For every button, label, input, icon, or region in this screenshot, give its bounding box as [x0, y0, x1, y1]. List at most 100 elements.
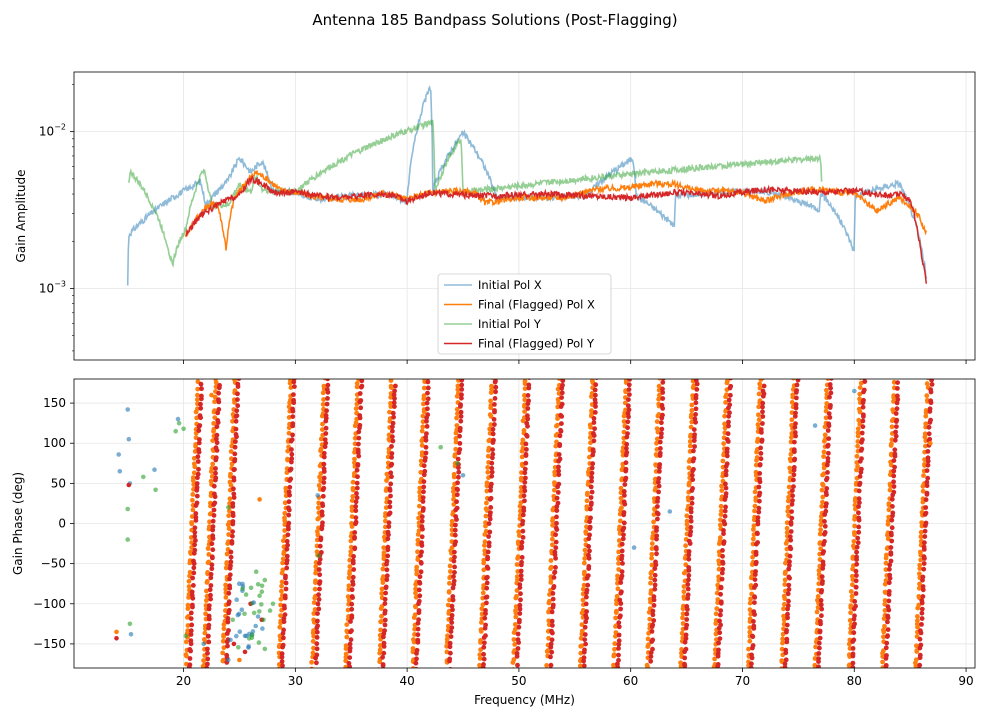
phase-point-final-pol-y: [352, 530, 358, 535]
phase-point-final-pol-y: [484, 594, 490, 600]
phase-point-final-pol-y: [517, 582, 523, 587]
phase-point-final-pol-y: [228, 549, 234, 555]
phase-point-final-pol-x: [515, 554, 521, 560]
phase-point-final-pol-y: [892, 451, 898, 457]
phase-point-final-pol-x: [552, 469, 558, 475]
phase-point-final-pol-y: [209, 562, 215, 568]
phase-point-final-pol-y: [896, 374, 901, 379]
phase-point-final-pol-y: [591, 420, 597, 425]
phase-point-final-pol-x: [746, 646, 751, 652]
phase-point-final-pol-y: [616, 638, 622, 644]
phase-point-final-pol-x: [350, 494, 356, 499]
phase-point-final-pol-y: [688, 509, 694, 515]
phase-point-final-pol-x: [679, 630, 685, 636]
phase-point-final-pol-x: [684, 526, 690, 532]
phase-point-final-pol-y: [425, 412, 431, 418]
phase-point-final-pol-y: [581, 655, 587, 661]
phase-point-final-pol-x: [719, 508, 724, 514]
phase-point-final-pol-y: [822, 523, 828, 529]
phase-point-final-pol-y: [857, 480, 863, 486]
phase-point-final-pol-y: [752, 600, 757, 605]
phase-point-final-pol-x: [681, 584, 687, 589]
phase-point-initial-pol-y: [125, 506, 130, 512]
phase-point-final-pol-y: [354, 485, 360, 491]
phase-point-final-pol-x: [451, 485, 456, 491]
phase-point-final-pol-x: [412, 612, 418, 618]
phase-point-final-pol-y: [850, 646, 856, 651]
phase-point-final-pol-x: [417, 489, 422, 495]
phase-point-final-pol-y: [593, 392, 598, 398]
phase-point-final-pol-y: [448, 629, 454, 634]
phase-point-final-pol-y: [648, 654, 654, 659]
phase-point-final-pol-y: [192, 542, 198, 548]
phase-point-final-pol-x: [580, 586, 586, 592]
phase-point-initial-cluster: [255, 614, 261, 619]
phase-point-final-pol-y: [652, 582, 658, 588]
phase-point-final-pol-y: [756, 509, 762, 515]
phase-point-final-pol-y: [659, 420, 664, 426]
phase-point-final-pol-x: [414, 571, 420, 577]
phase-point-final-pol-x: [521, 428, 527, 433]
phase-point-final-pol-x: [347, 568, 353, 574]
phase-point-final-pol-y: [388, 481, 394, 487]
phase-point-final-pol-x: [514, 562, 520, 567]
phase-point-final-pol-x: [412, 626, 417, 632]
top-y-tick-label: 10−3: [39, 279, 66, 295]
phase-point-final-pol-x: [522, 409, 527, 414]
phase-point-final-pol-x: [314, 537, 320, 543]
phase-point-final-pol-y: [451, 578, 457, 584]
phase-point-final-pol-x: [417, 503, 422, 509]
phase-point-final-pol-x: [414, 564, 420, 570]
phase-point-final-pol-y: [793, 405, 799, 411]
phase-point-final-pol-x: [520, 437, 526, 443]
phase-point-final-pol-x: [514, 588, 520, 593]
phase-point-final-pol-x: [347, 564, 353, 569]
phase-point-final-pol-y: [421, 489, 426, 495]
phase-point-final-pol-y: [492, 422, 497, 427]
phase-point-final-pol-y: [859, 446, 865, 452]
phase-point-final-pol-y: [205, 656, 211, 662]
phase-points: [114, 374, 935, 668]
phase-point-final-pol-y: [854, 573, 859, 578]
phase-point-final-pol-y: [816, 651, 822, 656]
phase-point-final-pol-x: [613, 633, 618, 639]
phase-point-final-pol-y: [525, 406, 531, 411]
phase-point-final-pol-y: [690, 486, 695, 491]
phase-point-final-pol-x: [758, 379, 764, 382]
phase-point-final-pol-y: [231, 475, 237, 481]
phase-point-final-pol-y: [198, 381, 204, 387]
phase-point-final-pol-x: [547, 598, 552, 604]
phase-point-final-pol-y: [760, 404, 765, 410]
phase-point-final-pol-y: [923, 505, 929, 510]
phase-point-final-pol-x: [656, 412, 662, 417]
phase-point-final-pol-x: [344, 622, 350, 627]
phase-point-final-pol-y: [786, 587, 792, 592]
phase-point-final-pol-y: [198, 401, 203, 407]
phase-point-final-pol-y: [827, 415, 833, 420]
phase-point-final-pol-y: [715, 662, 721, 667]
phase-point-final-pol-x: [751, 536, 756, 542]
phase-point-final-pol-x: [477, 656, 483, 661]
phase-point-final-pol-x: [921, 473, 926, 478]
phase-point-final-pol-y: [359, 379, 365, 384]
phase-point-final-pol-x: [488, 422, 494, 428]
phase-point-final-pol-y: [385, 553, 391, 559]
phase-point-final-pol-x: [447, 563, 453, 569]
phase-point-final-pol-y: [194, 500, 200, 506]
phase-point-final-pol-y: [691, 448, 696, 454]
phase-point-final-pol-y: [279, 659, 285, 664]
phase-point-final-pol-y: [423, 455, 428, 461]
phase-point-final-pol-y: [889, 538, 895, 544]
phase-point-final-pol-y: [625, 419, 631, 425]
phase-point-final-pol-x: [722, 413, 727, 419]
phase-point-final-pol-x: [448, 569, 453, 574]
phase-point-final-pol-y: [194, 485, 200, 490]
phase-point-final-pol-y: [195, 471, 201, 477]
phase-point-final-pol-x: [519, 475, 524, 481]
phase-point-final-pol-y: [489, 469, 495, 475]
phase-point-final-pol-y: [919, 622, 924, 627]
phase-point-final-pol-x: [191, 461, 197, 467]
phase-point-final-pol-y: [922, 540, 927, 546]
phase-point-final-pol-x: [283, 485, 289, 491]
phase-point-final-pol-y: [382, 596, 388, 602]
